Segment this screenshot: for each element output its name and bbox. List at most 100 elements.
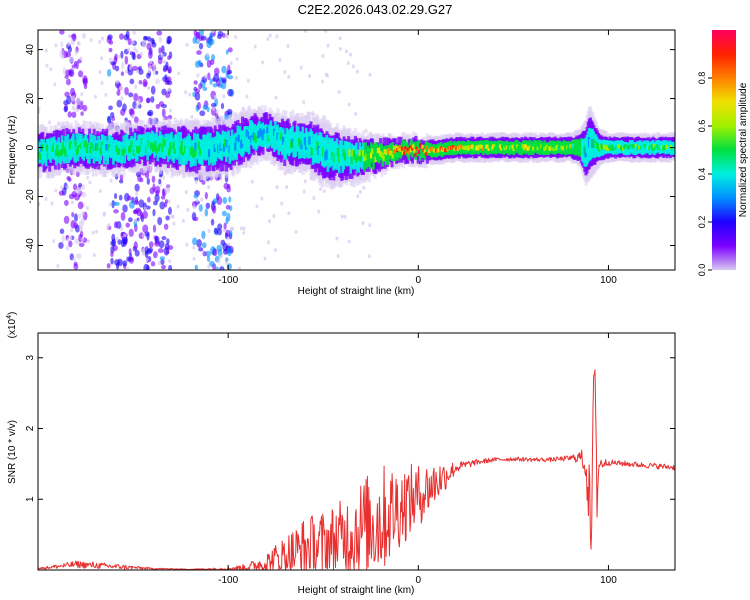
spectrogram-band-cell bbox=[489, 144, 492, 149]
spectrogram-band-cell bbox=[668, 145, 672, 150]
spectrogram-speckle bbox=[135, 105, 139, 110]
spectrogram-band-cell bbox=[61, 142, 65, 149]
spectrogram-band-cell bbox=[252, 132, 255, 140]
spectrogram-band-cell bbox=[306, 139, 309, 148]
spectrogram-band-cell bbox=[366, 153, 369, 160]
spectrogram-band-cell bbox=[543, 147, 546, 151]
spectrogram-speckle bbox=[89, 38, 93, 43]
spectrogram-band-cell bbox=[225, 148, 228, 157]
spectrogram-band-cell bbox=[471, 144, 474, 149]
spectrogram-band-cell bbox=[634, 144, 637, 149]
spectrogram-speckle bbox=[358, 189, 362, 194]
spectrogram-speckle bbox=[205, 202, 211, 209]
spectrogram-speckle bbox=[351, 64, 355, 69]
spectrogram-band-cell bbox=[568, 145, 571, 150]
spectrogram-band-cell bbox=[204, 145, 207, 154]
spectrogram-speckle bbox=[91, 172, 95, 177]
spectrogram-speckle bbox=[207, 228, 211, 233]
spectrogram-speckle bbox=[227, 47, 233, 53]
spectrogram-band-cell bbox=[627, 145, 630, 150]
spectrogram-band-cell bbox=[582, 146, 585, 154]
spectrogram-speckle bbox=[117, 239, 122, 245]
snr-y-multiplier-exp: 4 bbox=[6, 315, 13, 319]
spectrogram-band-cell bbox=[77, 144, 81, 152]
spectrogram-band-cell bbox=[160, 147, 163, 155]
spectrogram-speckle bbox=[167, 87, 171, 92]
spectrogram-band-cell bbox=[570, 145, 573, 150]
spectrogram-speckle bbox=[143, 35, 149, 41]
spectrogram-band-cell bbox=[149, 142, 152, 150]
spectrogram-speckle bbox=[274, 95, 278, 100]
spectrogram-band-cell bbox=[392, 145, 395, 150]
spectrogram-band-cell bbox=[460, 144, 463, 149]
spectrogram-speckle bbox=[209, 78, 213, 85]
spectrogram-speckle bbox=[45, 63, 49, 68]
spectrogram-band-cell bbox=[150, 142, 154, 150]
snr-x-tick-label: -100 bbox=[218, 575, 238, 586]
spectrogram-band-cell bbox=[400, 146, 403, 151]
spectrogram-band-cell bbox=[495, 146, 498, 151]
spectrogram-band-cell bbox=[446, 147, 449, 152]
spectrogram-band-cell bbox=[79, 147, 82, 154]
spectrogram-speckle bbox=[159, 256, 165, 261]
spectrogram-band-cell bbox=[523, 144, 527, 149]
spectrogram-x-label: Height of straight line (km) bbox=[298, 286, 415, 297]
spectrogram-band-cell bbox=[323, 146, 326, 157]
spectrogram-speckle bbox=[92, 253, 96, 258]
spectrogram-band-cell bbox=[359, 155, 362, 163]
spectrogram-speckle bbox=[106, 263, 111, 269]
spectrogram-speckle bbox=[213, 67, 220, 76]
spectrogram-band-cell bbox=[270, 136, 273, 144]
spectrogram-speckle bbox=[72, 257, 76, 262]
spectrogram-speckle bbox=[121, 61, 125, 71]
spectrogram-band-cell bbox=[312, 146, 316, 155]
spectrogram-speckle bbox=[119, 33, 124, 40]
spectrogram-band-cell bbox=[332, 155, 335, 164]
spectrogram-speckle bbox=[158, 101, 165, 107]
spectrogram-band-cell bbox=[221, 139, 224, 148]
spectrogram-band-cell bbox=[303, 137, 306, 146]
spectrogram-speckle bbox=[161, 264, 167, 270]
spectrogram-band-cell bbox=[351, 149, 354, 157]
spectrogram-speckle bbox=[148, 241, 154, 248]
spectrogram-speckle bbox=[85, 206, 89, 211]
spectrogram-speckle bbox=[83, 78, 88, 84]
spectrogram-band-cell bbox=[267, 134, 270, 142]
spectrogram-speckle bbox=[98, 70, 102, 75]
spectrogram-band-cell bbox=[131, 147, 134, 155]
spectrogram-band-cell bbox=[659, 146, 662, 151]
spectrogram-speckle bbox=[157, 182, 163, 188]
spectrogram-band-cell bbox=[577, 143, 580, 149]
spectrogram-speckle bbox=[124, 55, 129, 65]
spectrogram-band-cell bbox=[250, 135, 253, 144]
spectrogram-band-cell bbox=[287, 136, 290, 144]
spectrogram-band-cell bbox=[260, 130, 263, 137]
spectrogram-speckle bbox=[166, 238, 170, 245]
spectrogram-band-cell bbox=[115, 145, 118, 152]
spectrogram-band-cell bbox=[453, 147, 456, 152]
spectrogram-band-cell bbox=[544, 146, 547, 151]
spectrogram-band-cell bbox=[612, 146, 616, 151]
colorbar: 0.0 0.2 0.4 0.6 0.8 Normalized spectral ampl… bbox=[697, 30, 749, 276]
spectrogram-band-cell bbox=[426, 148, 430, 153]
spectrogram-band-cell bbox=[595, 142, 599, 149]
spectrogram-speckle bbox=[168, 264, 173, 270]
spectrogram-band-cell bbox=[493, 144, 496, 149]
spectrogram-band-cell bbox=[203, 143, 206, 152]
spectrogram-band-cell bbox=[465, 145, 468, 150]
spectrogram-band-cell bbox=[163, 145, 166, 153]
spectrogram-speckle bbox=[355, 69, 359, 74]
spectrogram-band-cell bbox=[298, 137, 301, 146]
snr-y-tick-label: 1 bbox=[25, 496, 36, 502]
spectrogram-speckle bbox=[110, 257, 114, 265]
spectrogram-band-cell bbox=[614, 144, 617, 149]
spectrogram-speckle bbox=[364, 128, 368, 133]
spectrogram-band-cell bbox=[641, 146, 644, 151]
spectrogram-band-cell bbox=[644, 146, 648, 151]
spectrogram-band-cell bbox=[314, 143, 317, 153]
spectrogram-x-ticks: -100 0 100 bbox=[218, 30, 617, 286]
spectrogram-band-cell bbox=[336, 148, 340, 157]
spectrogram-band-cell bbox=[403, 151, 406, 156]
spectrogram-band-cell bbox=[94, 143, 98, 151]
spectrogram-speckle bbox=[285, 185, 289, 190]
